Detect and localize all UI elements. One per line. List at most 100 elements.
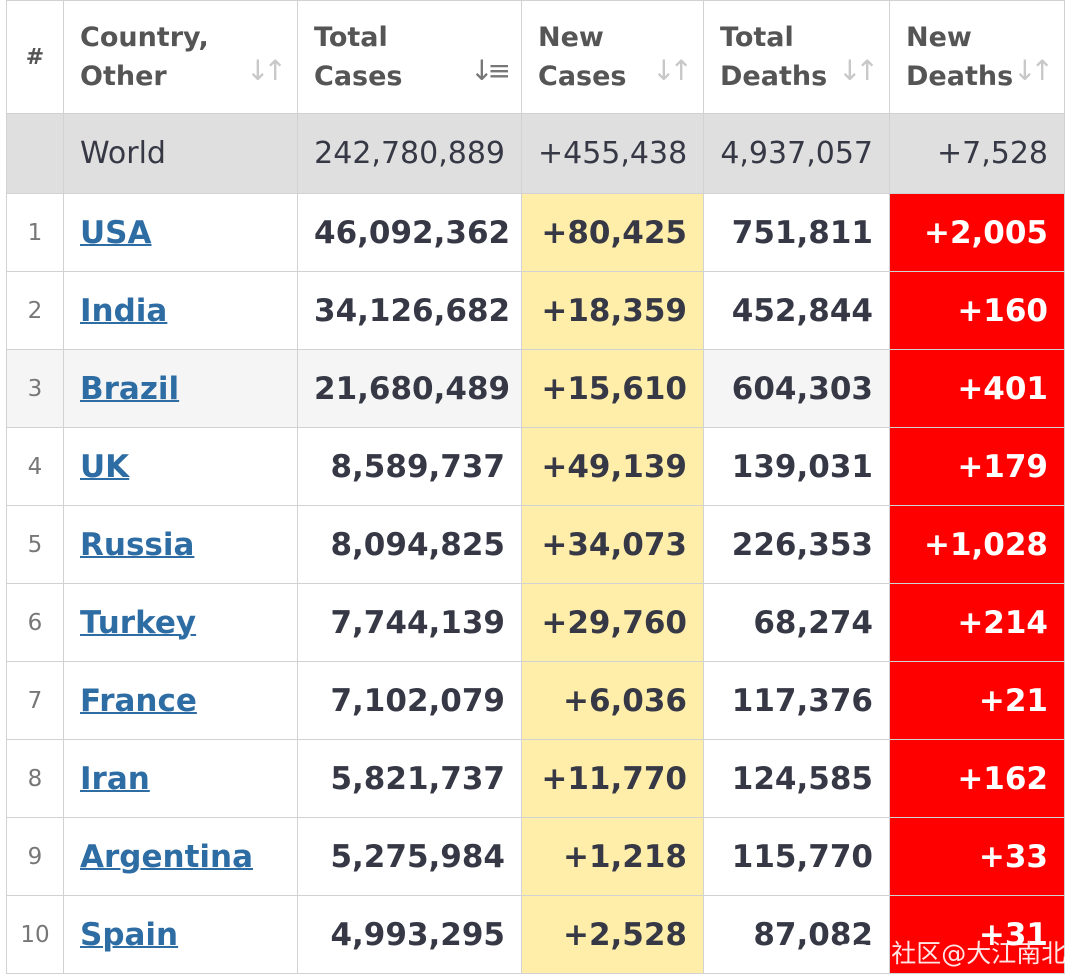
sort-both-icon[interactable]: ↓↑ [246,54,287,87]
world-new-deaths-cell: +7,528 [889,113,1065,194]
table-row: 10 Spain 4,993,295 +2,528 87,082 +31 [6,895,1065,974]
new-cases-cell: +15,610 [521,349,704,428]
new-deaths-cell: +179 [889,427,1065,506]
country-link[interactable]: Russia [80,526,195,563]
new-cases-cell: +34,073 [521,505,704,584]
total-deaths-cell: 87,082 [703,895,890,974]
table-header-row: # Country, Other ↓↑ Total Cases ↓≡ New C… [6,0,1065,114]
table-row: 5 Russia 8,094,825 +34,073 226,353 +1,028 [6,505,1065,584]
new-cases-cell: +2,528 [521,895,704,974]
rank-cell: 1 [6,193,64,272]
total-cases-cell: 5,275,984 [297,817,522,896]
header-label-line: Deaths [906,61,1014,92]
new-deaths-cell: +401 [889,349,1065,428]
total-deaths-cell: 115,770 [703,817,890,896]
new-deaths-cell: +31 [889,895,1065,974]
total-cases-cell: 8,094,825 [297,505,522,584]
country-link[interactable]: Iran [80,760,150,797]
country-cell: Brazil [63,349,298,428]
rank-cell: 2 [6,271,64,350]
new-cases-cell: +49,139 [521,427,704,506]
new-cases-cell: +1,218 [521,817,704,896]
rank-cell: 10 [6,895,64,974]
country-link[interactable]: Spain [80,916,179,953]
rank-column-header: # [6,0,64,114]
table-row: 9 Argentina 5,275,984 +1,218 115,770 +33 [6,817,1065,896]
total-deaths-cell: 452,844 [703,271,890,350]
world-total-cases-cell: 242,780,889 [297,113,522,194]
table-row: 8 Iran 5,821,737 +11,770 124,585 +162 [6,739,1065,818]
rank-cell: 7 [6,661,64,740]
total-deaths-cell: 117,376 [703,661,890,740]
country-link[interactable]: Turkey [80,604,197,641]
total-deaths-cell: 604,303 [703,349,890,428]
total-cases-cell: 7,744,139 [297,583,522,662]
total-cases-cell: 5,821,737 [297,739,522,818]
country-link[interactable]: Brazil [80,370,180,407]
new-deaths-cell: +162 [889,739,1065,818]
total-cases-cell: 21,680,489 [297,349,522,428]
rank-cell: 4 [6,427,64,506]
total-cases-column-header[interactable]: Total Cases ↓≡ [297,0,522,114]
new-cases-cell: +29,760 [521,583,704,662]
country-cell: USA [63,193,298,272]
watermark: CSDN社区@大江南北 [820,939,1067,968]
total-cases-cell: 34,126,682 [297,271,522,350]
sort-descending-icon[interactable]: ↓≡ [470,54,511,87]
total-deaths-cell: 226,353 [703,505,890,584]
total-cases-cell: 4,993,295 [297,895,522,974]
country-cell: Iran [63,739,298,818]
sort-both-icon[interactable]: ↓↑ [1013,54,1054,87]
table-row: 3 Brazil 21,680,489 +15,610 604,303 +401 [6,349,1065,428]
header-label-line: Deaths [720,61,828,92]
country-column-header[interactable]: Country, Other ↓↑ [63,0,298,114]
header-label-line: Cases [538,61,627,92]
country-cell: France [63,661,298,740]
country-link[interactable]: India [80,292,168,329]
total-deaths-column-header[interactable]: Total Deaths ↓↑ [703,0,890,114]
total-deaths-cell: 68,274 [703,583,890,662]
header-label-line: New [906,22,972,53]
new-cases-cell: +80,425 [521,193,704,272]
world-total-deaths-cell: 4,937,057 [703,113,890,194]
rank-cell: 8 [6,739,64,818]
world-total-row: World 242,780,889 +455,438 4,937,057 +7,… [6,113,1065,194]
country-cell: Argentina [63,817,298,896]
sort-both-icon[interactable]: ↓↑ [838,54,879,87]
rank-cell: 5 [6,505,64,584]
header-label-line: Other [80,61,167,92]
new-cases-cell: +18,359 [521,271,704,350]
country-link[interactable]: UK [80,448,130,485]
world-name-cell: World [63,113,298,194]
world-rank-cell [6,113,64,194]
sort-both-icon[interactable]: ↓↑ [652,54,693,87]
country-link[interactable]: USA [80,214,152,251]
total-deaths-cell: 124,585 [703,739,890,818]
table-row: 4 UK 8,589,737 +49,139 139,031 +179 [6,427,1065,506]
total-cases-cell: 8,589,737 [297,427,522,506]
new-deaths-cell: +1,028 [889,505,1065,584]
country-cell: Spain [63,895,298,974]
header-label-line: New [538,22,604,53]
header-label-line: Cases [314,61,403,92]
rank-cell: 6 [6,583,64,662]
new-cases-cell: +6,036 [521,661,704,740]
header-label-line: Total [720,22,794,53]
table-row: 7 France 7,102,079 +6,036 117,376 +21 [6,661,1065,740]
table-row: 6 Turkey 7,744,139 +29,760 68,274 +214 [6,583,1065,662]
table-row: 2 India 34,126,682 +18,359 452,844 +160 [6,271,1065,350]
country-cell: India [63,271,298,350]
rank-cell: 9 [6,817,64,896]
total-deaths-cell: 751,811 [703,193,890,272]
world-new-cases-cell: +455,438 [521,113,704,194]
new-deaths-column-header[interactable]: New Deaths ↓↑ [889,0,1065,114]
country-link[interactable]: Argentina [80,838,253,875]
country-link[interactable]: France [80,682,197,719]
new-cases-column-header[interactable]: New Cases ↓↑ [521,0,704,114]
total-cases-cell: 7,102,079 [297,661,522,740]
new-deaths-cell: +160 [889,271,1065,350]
header-label-line: Country, [80,22,209,53]
new-deaths-cell: +33 [889,817,1065,896]
new-deaths-cell: +214 [889,583,1065,662]
header-label-line: Total [314,22,388,53]
